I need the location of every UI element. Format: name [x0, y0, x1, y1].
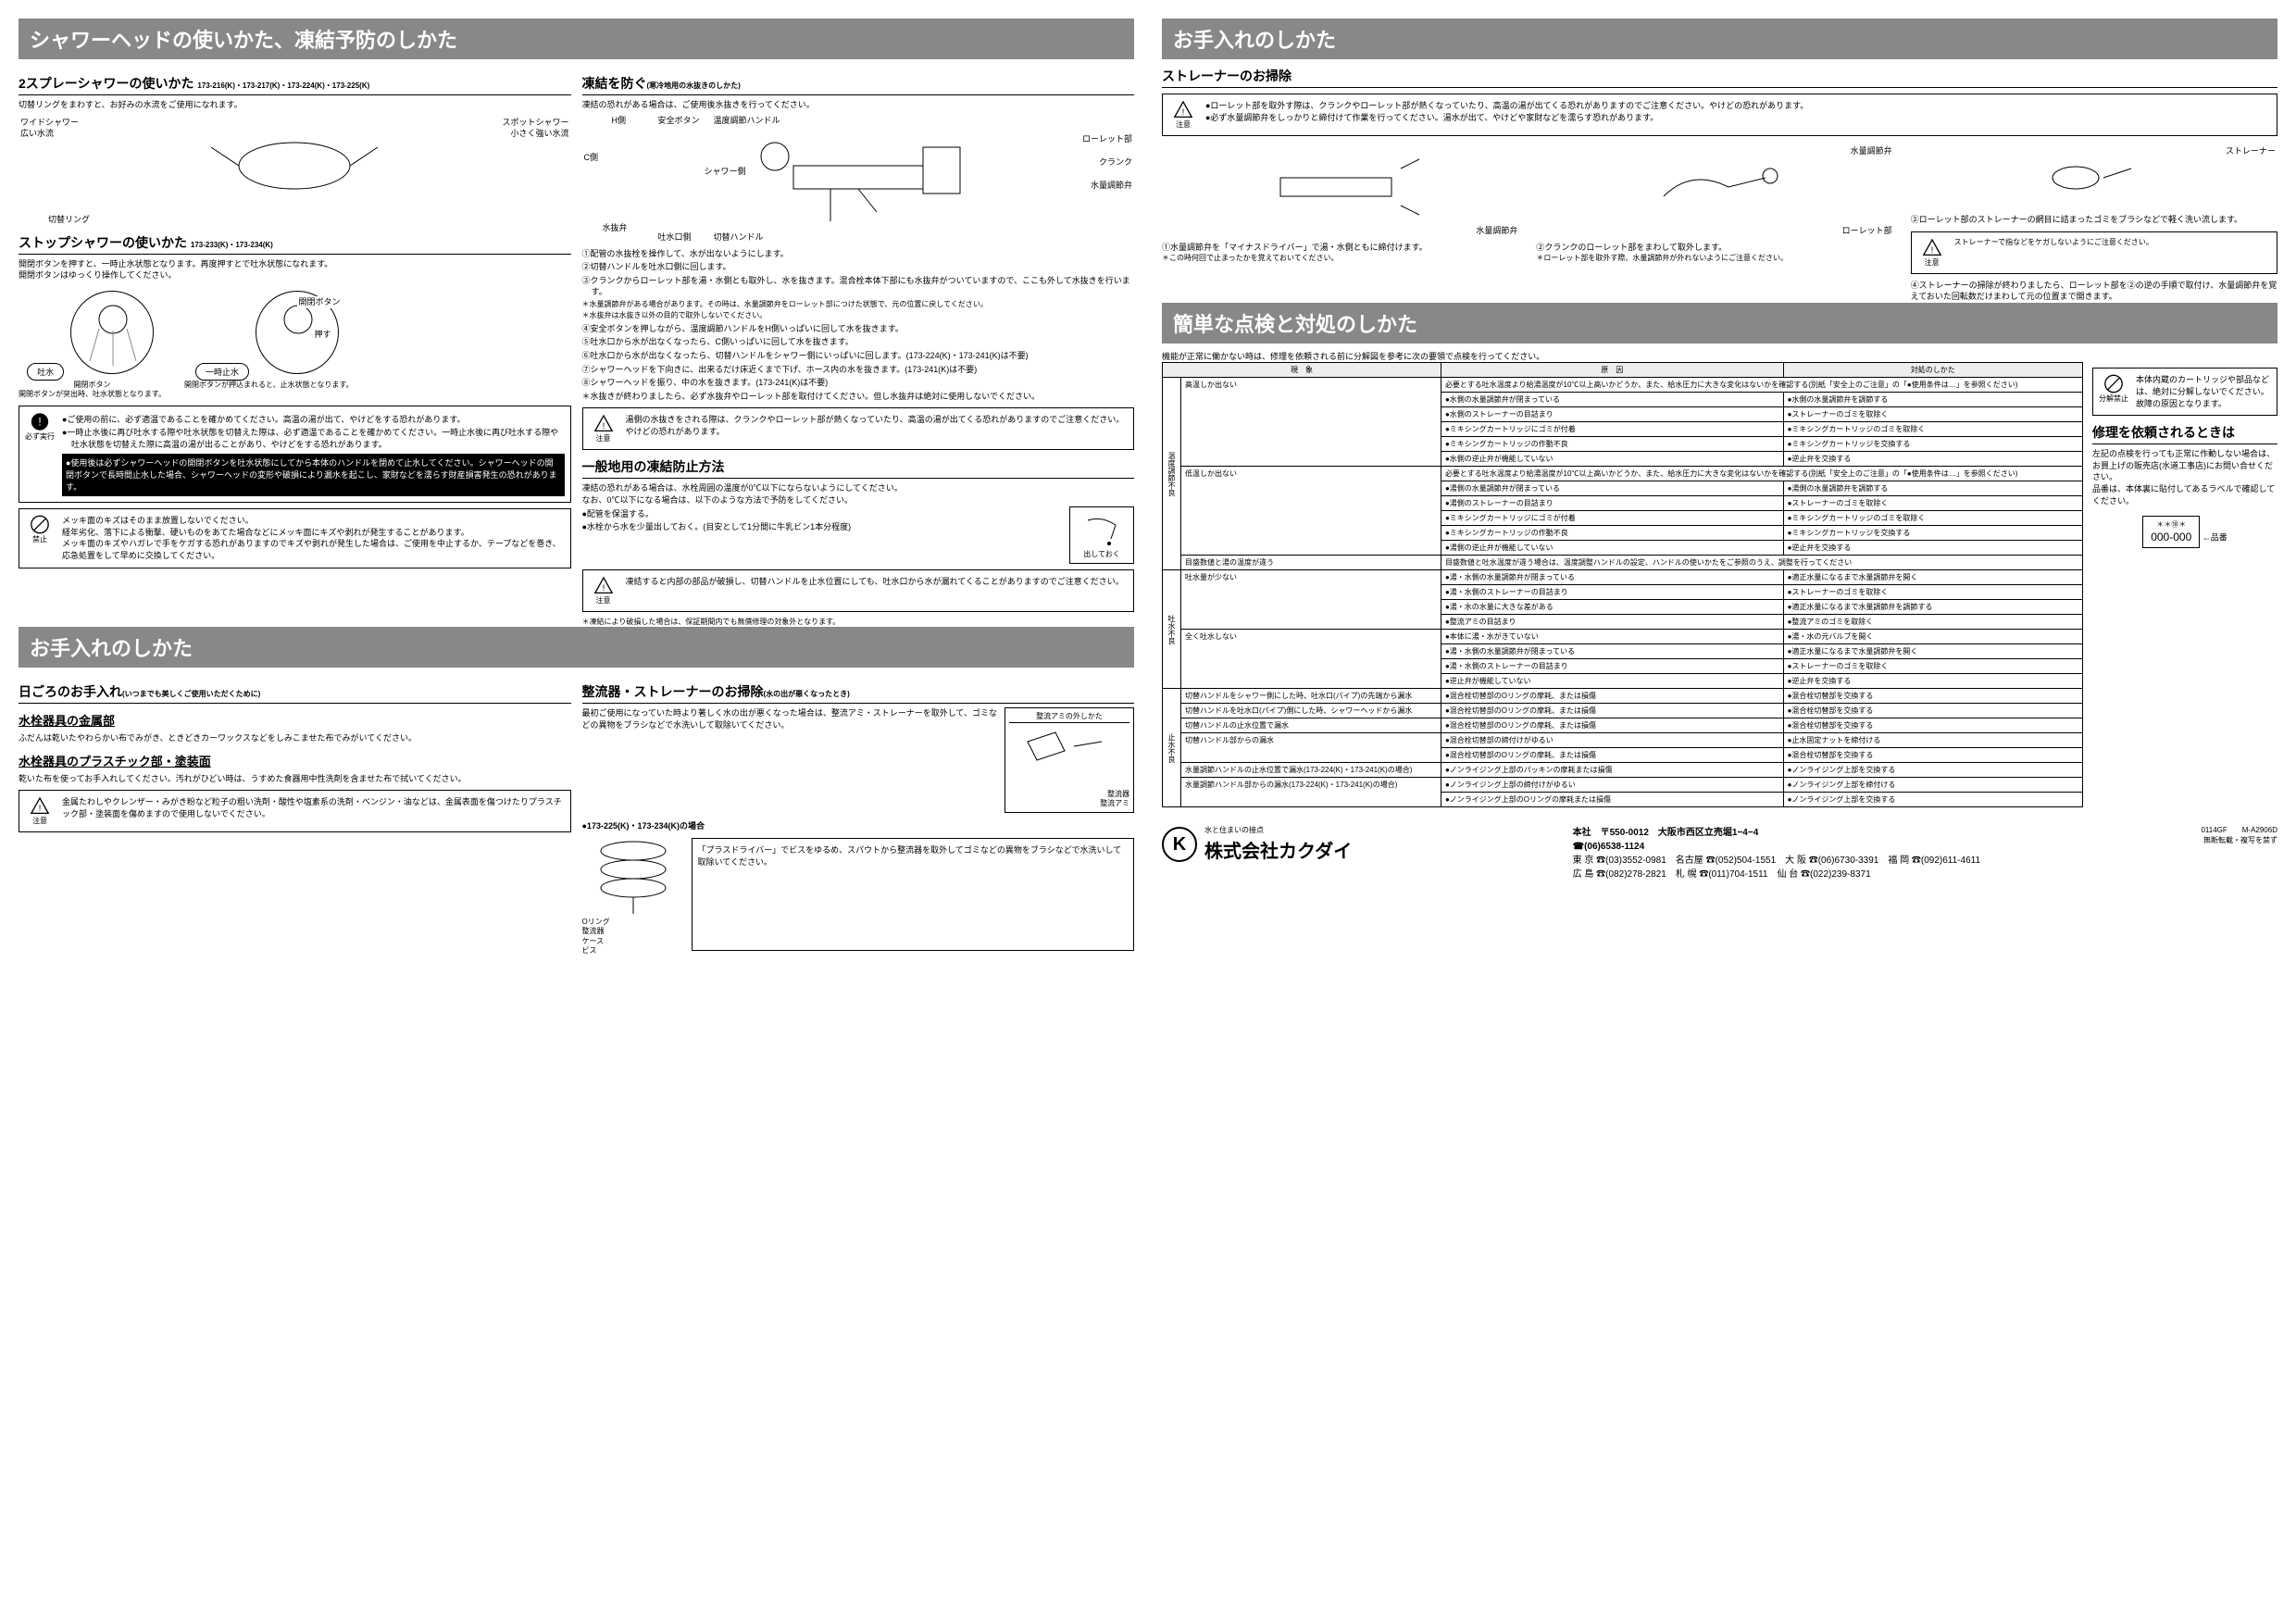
strainer-title: 整流器・ストレーナーのお掃除(水の出が悪くなったとき)	[582, 682, 1135, 704]
doc-code: 0114GF M-A2906D	[2201, 826, 2277, 835]
clean-step1: 水量調節弁 ①水量調節弁を「マイナスドライバー」で湯・水側ともに締付けます。 ＊…	[1162, 142, 1529, 303]
clean-step2: 水量調節弁 ローレット部 ②クランクのローレット部をまわして取外します。 ＊ロー…	[1536, 142, 1903, 303]
svg-text:!: !	[1930, 244, 1933, 254]
svg-text:!: !	[602, 583, 605, 593]
caution-icon: ! 注意	[1917, 238, 1947, 268]
section-header: 簡単な点検と対処のしかた	[1162, 303, 2277, 344]
prohibit-icon: 禁止	[25, 515, 55, 544]
freeze-warn: ! 注意 湯側の水抜きをされる際は、クランクやローレット部が熱くなっていたり、高…	[582, 407, 1135, 450]
section-header: お手入れのしかた	[1162, 19, 2277, 59]
caution-icon: ! 注意	[25, 796, 55, 826]
strainer-text: 最初ご使用になっていた時より著しく水の出が悪くなった場合は、整流アミ・ストレーナ…	[582, 707, 998, 813]
svg-text:!: !	[1182, 107, 1185, 117]
caution-icon: ! 注意	[589, 576, 618, 606]
stop-title: ストップシャワーの使いかた 173-233(K)・173-234(K)	[19, 233, 571, 255]
svg-text:!: !	[38, 415, 41, 428]
plastic-text: 乾いた布を使ってお手入れしてください。汚れがひどい時は、うすめた食器用中性洗剤を…	[19, 773, 571, 785]
general-l1: 凍結の恐れがある場合は、水栓周囲の温度が0℃以下にならないようにしてください。	[582, 482, 1135, 494]
spray-text: 切替リングをまわすと、お好みの水流をご使用になれます。	[19, 99, 571, 111]
warning-must: ! 必ず実行 ●ご使用の前に、必ず適温であることを確かめてください。高温の湯が出…	[19, 406, 571, 504]
drip-fig: 出しておく	[1069, 506, 1134, 564]
metal-text: ふだんは乾いたやわらかい布でみがき、ときどきカーワックスなどをしみこませた布でみ…	[19, 732, 571, 744]
general-title: 一般地用の凍結防止方法	[582, 457, 1135, 479]
freeze-intro: 凍結の恐れがある場合は、ご使用後水抜きを行ってください。	[582, 99, 1135, 111]
case-title: ●173-225(K)・173-234(K)の場合	[582, 820, 1135, 832]
svg-text:!: !	[39, 804, 42, 813]
repair-title: 修理を依頼されるときは	[2092, 423, 2277, 444]
general-l2: なお、0℃以下になる場合は、以下のような方法で予防をしてください。	[582, 494, 1135, 506]
repair-t2: 品番は、本体裏に貼付してあるラベルで確認してください。	[2092, 483, 2277, 506]
company-name: 株式会社カクダイ	[1204, 836, 1352, 863]
cap1: 開閉ボタンが突出時、吐水状態となります。	[19, 390, 166, 399]
spray-diagram: ワイドシャワー 広い水流 スポットシャワー 小さく強い水流 切替リング	[19, 115, 571, 226]
caution-icon: ! 注意	[1168, 100, 1198, 130]
stop-text2: 開閉ボタンはゆっくり操作してください。	[19, 269, 571, 281]
part-number: ＊＊⑱＊ 000-000 ←品番	[2092, 516, 2277, 547]
shower-fig-1	[70, 291, 154, 374]
shower-fig-2: 開閉ボタン 押す	[256, 291, 339, 374]
no-disassemble: 分解禁止 本体内蔵のカートリッジや部品などは、絶対に分解しないでください。故障の…	[2092, 368, 2277, 416]
general-warn: ! 注意 凍結すると内部の部品が破損し、切替ハンドルを止水位置にしても、吐水口か…	[582, 569, 1135, 612]
section-header: お手入れのしかた	[19, 627, 1134, 668]
logo-icon: K	[1162, 827, 1197, 862]
btn-stop: 一時止水	[195, 363, 249, 381]
must-do-icon: ! 必ず実行	[25, 412, 55, 442]
troubleshoot-intro: 機能が正常に働かない時は、修理を依頼される前に分解図を参考に次の要領で点検を行っ…	[1162, 351, 2277, 363]
btn-spray: 吐水	[27, 363, 64, 381]
strainer-fig: 整流アミの外しかた 整流器 整流アミ	[1004, 707, 1134, 813]
freeze-title: 凍結を防ぐ(寒冷地用の水抜きのしかた)	[582, 74, 1135, 95]
offices: 東 京 ☎(03)3552-0981 名古屋 ☎(052)504-1551 大 …	[1573, 854, 1980, 881]
repair-t1: 左記の点検を行っても正常に作動しない場合は、お買上げの販売店(水道工事店)にお問…	[2092, 448, 2277, 483]
case-fig: Oリング 整流器 ケース ビス	[582, 832, 684, 956]
plastic-head: 水栓器具のプラスチック部・塗装面	[19, 752, 571, 769]
warning-prohibit: 禁止 メッキ面のキズはそのまま放置しないでください。 経年劣化、落下による衝撃、…	[19, 508, 571, 568]
freeze-steps: ①配管の水抜栓を操作して、水が出ないようにします。 ②切替ハンドルを吐水口側に回…	[582, 248, 1135, 403]
spray-title: 2スプレーシャワーの使いかた 173-216(K)・173-217(K)・173…	[19, 74, 571, 95]
clean-warn: ! 注意 ●ローレット部を取外す際は、クランクやローレット部が熱くなっていたり、…	[1162, 94, 2277, 136]
footer: K 水と住まいの接点 株式会社カクダイ 本社 〒550-0012 大阪市西区立売…	[1162, 826, 2277, 881]
clean-step3: ストレーナー ③ローレット部のストレーナーの網目に詰まったゴミをブラシなどで軽く…	[1911, 142, 2277, 303]
copyright: 無断転載・複写を禁ず	[2201, 836, 2277, 845]
hq-address: 本社 〒550-0012 大阪市西区立売堀1−4−4 ☎(06)6538-112…	[1573, 826, 1980, 854]
troubleshoot-table: 現 象原 因対処のしかた 温度調節不良 高温しか出ない 必要とする吐水温度より給…	[1162, 362, 2083, 807]
general-note: ＊凍結により破損した場合は、保証期間内でも無償修理の対象外となります。	[582, 618, 1135, 627]
svg-text:!: !	[602, 421, 605, 431]
caution-icon: ! 注意	[589, 414, 618, 443]
daily-warn: ! 注意 金属たわしやクレンザー・みがき粉など粒子の粗い洗剤・酸性や塩素系の洗剤…	[19, 790, 571, 832]
freeze-diagram: H側 安全ボタン 温度調節ハンドル C側 ローレット部 クランク 水量調節弁 水…	[582, 115, 1135, 244]
metal-head: 水栓器具の金属部	[19, 711, 571, 729]
stop-text: 開閉ボタンを押すと、一時止水状態となります。再度押すとで吐水状態になれます。	[19, 258, 571, 270]
daily-title: 日ごろのお手入れ(いつまでも美しくご使用いただくために)	[19, 682, 571, 704]
cap2: 開閉ボタンが押込まれると、止水状態となります。	[184, 381, 354, 390]
case-inst: 「プラスドライバー」でビスをゆるめ、スパウトから整流器を取外してゴミなどの異物を…	[692, 838, 1135, 951]
section-header: シャワーヘッドの使いかた、凍結予防のしかた	[19, 19, 1134, 59]
no-disassemble-icon: 分解禁止	[2099, 374, 2128, 404]
clean-title: ストレーナーのお掃除	[1162, 67, 2277, 88]
